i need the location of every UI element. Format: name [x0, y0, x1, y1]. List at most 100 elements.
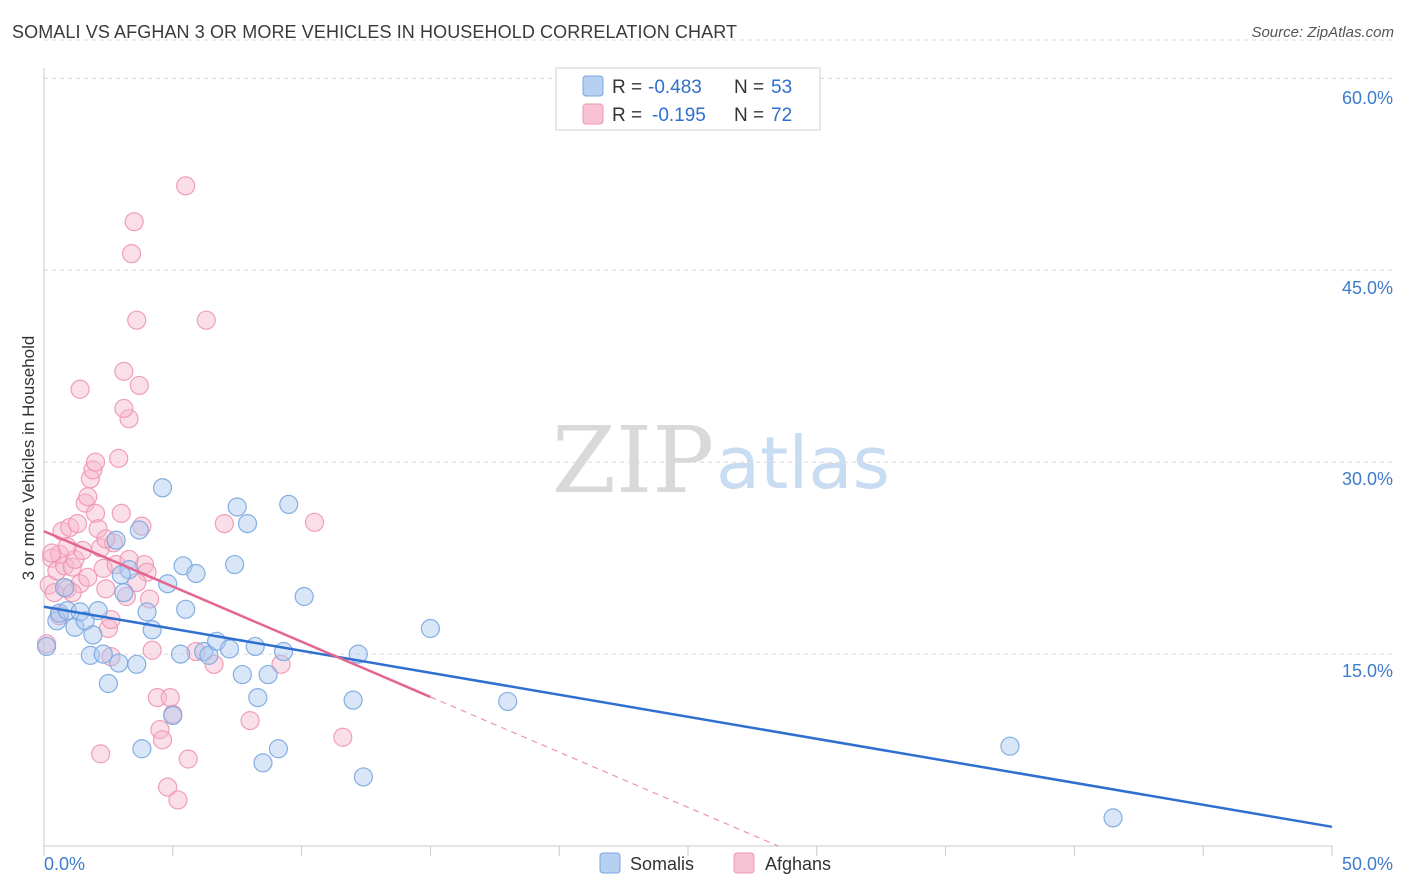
afghan-point-23 [96, 579, 116, 599]
somali-point-29 [194, 641, 214, 662]
somali-point-18 [129, 520, 149, 540]
somali-point-49 [498, 691, 518, 712]
somali-point-12 [98, 673, 119, 694]
somali-point-22 [152, 478, 173, 498]
afghan-point-35 [127, 310, 147, 330]
somali-point-52 [111, 565, 131, 585]
y-tick-label-60: 60.0% [1342, 88, 1393, 108]
afghan-point-66 [240, 711, 260, 731]
watermark-zip: ZIP [552, 407, 714, 514]
afghan-point-7 [55, 556, 75, 576]
afghan-point-43 [152, 730, 173, 750]
afghan-point-69 [333, 727, 353, 747]
y-tick-label-45: 45.0% [1342, 278, 1393, 298]
afghan-trend-extension [430, 696, 779, 847]
somali-n-label: N = [734, 77, 764, 98]
somali-point-37 [245, 636, 265, 657]
somali-point-35 [232, 664, 252, 685]
chart-title: SOMALI VS AFGHAN 3 OR MORE VEHICLES IN H… [12, 22, 738, 42]
somali-legend-swatch [582, 75, 604, 97]
afghan-point-52 [214, 513, 234, 534]
afghan-point-70 [160, 687, 180, 708]
somalis-legend-swatch [599, 852, 621, 874]
afghan-point-34 [124, 212, 144, 232]
afghan-r-value: -0.195 [652, 105, 706, 126]
gridlines [44, 39, 1393, 655]
afghan-point-19 [85, 503, 106, 523]
somali-point-41 [268, 739, 289, 759]
afghan-trend-line [43, 530, 431, 699]
afghan-point-46 [168, 790, 188, 810]
somali-points [36, 478, 1123, 828]
somali-point-39 [253, 753, 273, 773]
somali-point-13 [106, 530, 126, 550]
x-tick-label-min: 0.0% [44, 854, 85, 874]
somali-point-14 [109, 653, 129, 673]
somali-point-25 [170, 644, 191, 664]
somali-point-47 [353, 767, 374, 787]
somali-point-38 [248, 687, 268, 708]
somali-point-34 [227, 497, 247, 517]
somali-point-0 [36, 636, 57, 657]
somali-point-32 [219, 639, 240, 659]
afghan-point-68 [304, 512, 325, 532]
afghan-legend-swatch [582, 103, 604, 125]
afghan-point-33 [121, 244, 142, 264]
afghan-point-51 [204, 654, 224, 674]
somali-trend-line [43, 605, 1333, 829]
somali-point-20 [137, 602, 157, 622]
afghan-r-label: R = [612, 105, 642, 126]
somali-point-17 [127, 654, 147, 674]
somali-point-3 [55, 577, 75, 598]
somali-point-28 [186, 563, 206, 584]
somali-point-43 [279, 494, 299, 515]
somali-point-27 [176, 599, 196, 619]
afghan-point-30 [114, 361, 134, 381]
somali-point-33 [225, 554, 245, 575]
y-tick-label-15: 15.0% [1342, 661, 1393, 681]
afghan-point-10 [62, 557, 82, 577]
somali-point-15 [114, 583, 134, 603]
afghan-point-58 [101, 647, 121, 667]
afghan-point-36 [129, 375, 149, 396]
afghan-point-50 [196, 310, 216, 330]
somali-r-label: R = [612, 77, 642, 98]
afghan-point-18 [83, 460, 103, 480]
somali-point-51 [1103, 808, 1123, 828]
series-legend: Somalis Afghans [599, 852, 831, 874]
afghan-point-16 [78, 487, 98, 507]
afghans-legend-label: Afghans [765, 854, 831, 874]
afghan-point-40 [142, 640, 162, 660]
afghan-point-12 [67, 513, 88, 534]
x-tick-label-max: 50.0% [1342, 854, 1393, 874]
afghan-points [36, 176, 353, 810]
afghan-point-20 [88, 519, 108, 539]
watermark-atlas: atlas [716, 421, 890, 505]
afghan-n-label: N = [734, 105, 764, 126]
stats-legend: R = -0.483 N = 53 R = -0.195 N = 72 [555, 67, 821, 131]
somali-point-48 [420, 618, 440, 639]
afghans-legend-swatch [733, 852, 755, 874]
afghan-point-28 [109, 448, 129, 468]
x-axis-ticks [43, 846, 1333, 856]
afghan-point-54 [114, 398, 134, 419]
somali-point-9 [83, 625, 103, 645]
somali-point-42 [273, 641, 294, 662]
afghan-point-53 [91, 744, 111, 764]
afghan-point-48 [178, 749, 198, 769]
y-tick-labels: 15.0% 30.0% 45.0% 60.0% [1342, 88, 1393, 681]
afghan-point-47 [176, 176, 196, 196]
afghan-point-55 [70, 379, 90, 399]
somali-r-value: -0.483 [648, 77, 702, 98]
afghan-point-5 [49, 544, 70, 564]
y-axis-title: 3 or more Vehicles in Household [19, 336, 38, 581]
afghan-n-value: 72 [771, 105, 792, 126]
somali-n-value: 53 [771, 77, 792, 98]
somali-point-44 [294, 586, 314, 607]
somali-point-24 [163, 705, 183, 726]
somali-point-5 [65, 617, 85, 637]
afghan-point-44 [158, 777, 178, 797]
somali-point-50 [1000, 736, 1020, 756]
somali-point-45 [343, 690, 363, 710]
